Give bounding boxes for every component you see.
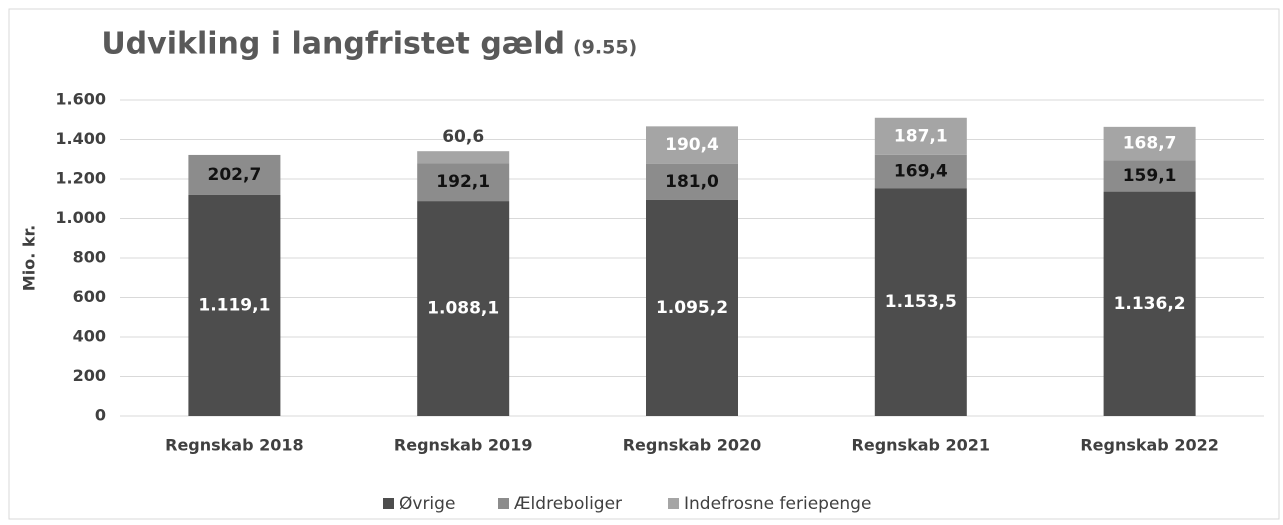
bar-segment <box>1103 126 1196 161</box>
bar-segment <box>874 117 967 155</box>
bar-segment <box>188 194 281 416</box>
y-tick-label: 800 <box>73 248 106 267</box>
data-label: 1.088,1 <box>427 299 499 319</box>
legend-label: Øvrige <box>399 494 455 514</box>
y-tick-label: 200 <box>73 366 106 385</box>
y-tick-label: 1.200 <box>55 169 106 188</box>
y-tick-label: 1.600 <box>55 90 106 109</box>
x-tick-label: Regnskab 2019 <box>394 436 533 455</box>
bar-segment <box>874 188 967 416</box>
data-label: 202,7 <box>208 165 262 185</box>
chart-subtitle: (9.55) <box>573 37 637 59</box>
data-label: 159,1 <box>1123 166 1177 186</box>
x-tick-label: Regnskab 2018 <box>165 436 304 455</box>
y-tick-label: 400 <box>73 327 106 346</box>
bar-segment <box>1103 191 1196 416</box>
legend-swatch <box>498 498 509 509</box>
data-label: 1.153,5 <box>885 292 957 312</box>
bar-segment <box>417 163 510 202</box>
bar-segment <box>646 163 738 200</box>
data-label: 1.136,2 <box>1114 294 1186 314</box>
bar-segment <box>1103 160 1196 192</box>
legend-label: Indefrosne feriepenge <box>684 494 871 514</box>
data-label: 190,4 <box>665 135 719 155</box>
x-tick-label: Regnskab 2021 <box>852 436 991 455</box>
legend-swatch <box>668 498 679 509</box>
bar-segment <box>188 154 281 195</box>
chart-title: Udvikling i langfristet gæld <box>101 27 565 62</box>
y-axis-title: Mio. kr. <box>20 225 39 291</box>
bar-segment <box>646 126 738 164</box>
y-tick-label: 600 <box>73 287 106 306</box>
bar-segment <box>646 199 738 416</box>
data-label: 187,1 <box>894 126 948 146</box>
data-label: 181,0 <box>665 172 719 192</box>
bar-segment <box>417 201 510 416</box>
bar-segment <box>417 151 510 164</box>
y-tick-label: 1.000 <box>55 208 106 227</box>
data-label: 1.095,2 <box>656 298 728 318</box>
x-tick-label: Regnskab 2022 <box>1080 436 1219 455</box>
y-tick-label: 1.400 <box>55 129 106 148</box>
data-label: 1.119,1 <box>198 295 270 315</box>
y-tick-label: 0 <box>95 406 106 425</box>
x-tick-label: Regnskab 2020 <box>623 436 762 455</box>
bar-segment <box>874 154 967 189</box>
data-label: 169,4 <box>894 161 948 181</box>
legend-swatch <box>383 498 394 509</box>
data-label: 168,7 <box>1123 134 1177 154</box>
legend-label: Ældreboliger <box>514 494 622 514</box>
data-label: 192,1 <box>436 172 490 192</box>
data-label: 60,6 <box>442 127 484 147</box>
